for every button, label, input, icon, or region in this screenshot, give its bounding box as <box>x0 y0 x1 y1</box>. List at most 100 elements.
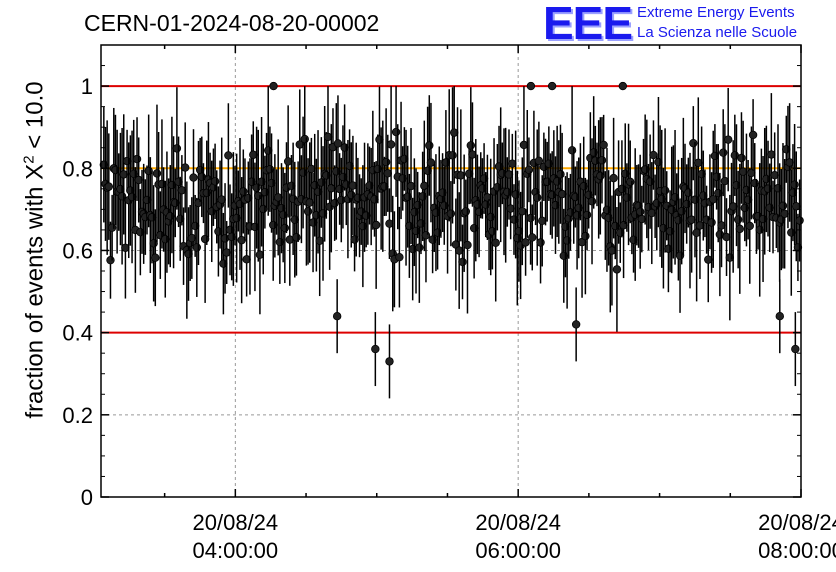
point-marker <box>224 151 233 160</box>
point-marker <box>612 265 622 274</box>
x-tick-date: 20/08/24 <box>193 510 279 535</box>
data-point <box>151 209 160 307</box>
y-tick-label: 0 <box>81 485 93 510</box>
data-point <box>508 133 517 194</box>
data-point <box>323 86 333 200</box>
x-tick-time: 06:00:00 <box>475 538 561 563</box>
data-point <box>720 124 730 238</box>
point-marker <box>528 233 537 242</box>
data-point <box>468 102 477 207</box>
point-marker <box>790 180 799 189</box>
data-point <box>491 184 500 302</box>
point-marker <box>151 253 160 262</box>
data-point <box>649 120 658 190</box>
point-marker <box>609 173 618 183</box>
point-marker <box>333 139 343 148</box>
data-point <box>449 86 459 184</box>
data-point <box>612 207 622 332</box>
data-point <box>454 192 464 309</box>
data-point <box>483 154 492 240</box>
data-point <box>745 168 754 284</box>
point-marker <box>332 312 342 321</box>
data-point <box>189 129 198 226</box>
point-marker <box>192 243 202 252</box>
point-marker <box>635 207 645 216</box>
data-point <box>791 312 800 387</box>
x-tick-date: 20/08/24 <box>758 510 836 535</box>
data-point <box>283 105 293 218</box>
point-marker <box>775 312 784 321</box>
point-marker <box>466 141 476 150</box>
data-point <box>767 93 776 216</box>
data-point <box>722 198 731 277</box>
data-point <box>717 183 726 268</box>
point-marker <box>526 213 535 223</box>
y-tick-label: 0.4 <box>62 321 93 346</box>
data-point <box>255 195 265 315</box>
data-point <box>599 114 608 176</box>
point-marker <box>386 140 396 149</box>
point-marker <box>533 193 542 202</box>
point-marker <box>745 221 754 231</box>
point-marker <box>292 233 301 242</box>
point-marker <box>723 135 733 144</box>
point-marker <box>180 163 190 172</box>
point-marker <box>597 156 607 165</box>
point-marker <box>649 150 658 160</box>
data-point <box>119 114 128 235</box>
data-point <box>695 171 705 280</box>
point-marker <box>748 130 758 140</box>
data-point <box>618 81 628 91</box>
y-tick-label: 1 <box>81 74 93 99</box>
data-point <box>285 193 295 286</box>
data-point <box>747 126 756 220</box>
point-marker <box>381 157 391 167</box>
data-point <box>463 176 472 314</box>
point-marker <box>448 151 457 160</box>
point-marker <box>391 127 401 137</box>
x-tick-date: 20/08/24 <box>475 510 561 535</box>
point-marker <box>371 220 381 230</box>
data-point <box>106 221 115 299</box>
chart-title: CERN-01-2024-08-20-00002 <box>84 10 380 36</box>
data-point <box>692 164 701 302</box>
point-marker <box>737 153 746 163</box>
point-marker <box>280 223 290 233</box>
data-point <box>547 81 557 91</box>
point-marker <box>587 197 597 206</box>
data-point <box>609 117 618 239</box>
point-marker <box>524 165 534 175</box>
data-point <box>242 222 251 297</box>
point-marker <box>719 148 728 157</box>
point-marker <box>626 177 635 187</box>
data-point <box>371 312 380 387</box>
point-marker <box>172 144 182 153</box>
y-axis-label: fraction of events with X2 < 10.0 <box>20 81 49 419</box>
point-marker <box>385 357 394 366</box>
data-point <box>305 142 314 263</box>
data-points <box>99 81 804 399</box>
data-point <box>386 86 396 213</box>
point-marker <box>599 140 608 150</box>
data-point <box>526 81 536 91</box>
data-point <box>728 140 738 273</box>
point-marker <box>536 238 545 247</box>
data-point <box>775 279 784 354</box>
data-point <box>385 324 394 399</box>
logo-line-1: Extreme Energy Events <box>637 4 795 21</box>
data-point <box>224 103 233 208</box>
point-marker <box>778 201 788 210</box>
logo-line-2: La Scienza nelle Scuole <box>637 24 798 41</box>
point-marker <box>239 187 248 196</box>
data-point <box>273 139 283 256</box>
data-point <box>333 95 343 192</box>
point-marker <box>458 257 467 267</box>
point-marker <box>132 154 142 164</box>
point-marker <box>189 173 198 182</box>
point-marker <box>534 156 544 166</box>
point-marker <box>415 243 424 252</box>
data-point <box>371 161 381 289</box>
point-marker <box>210 177 220 186</box>
point-marker <box>571 320 581 329</box>
